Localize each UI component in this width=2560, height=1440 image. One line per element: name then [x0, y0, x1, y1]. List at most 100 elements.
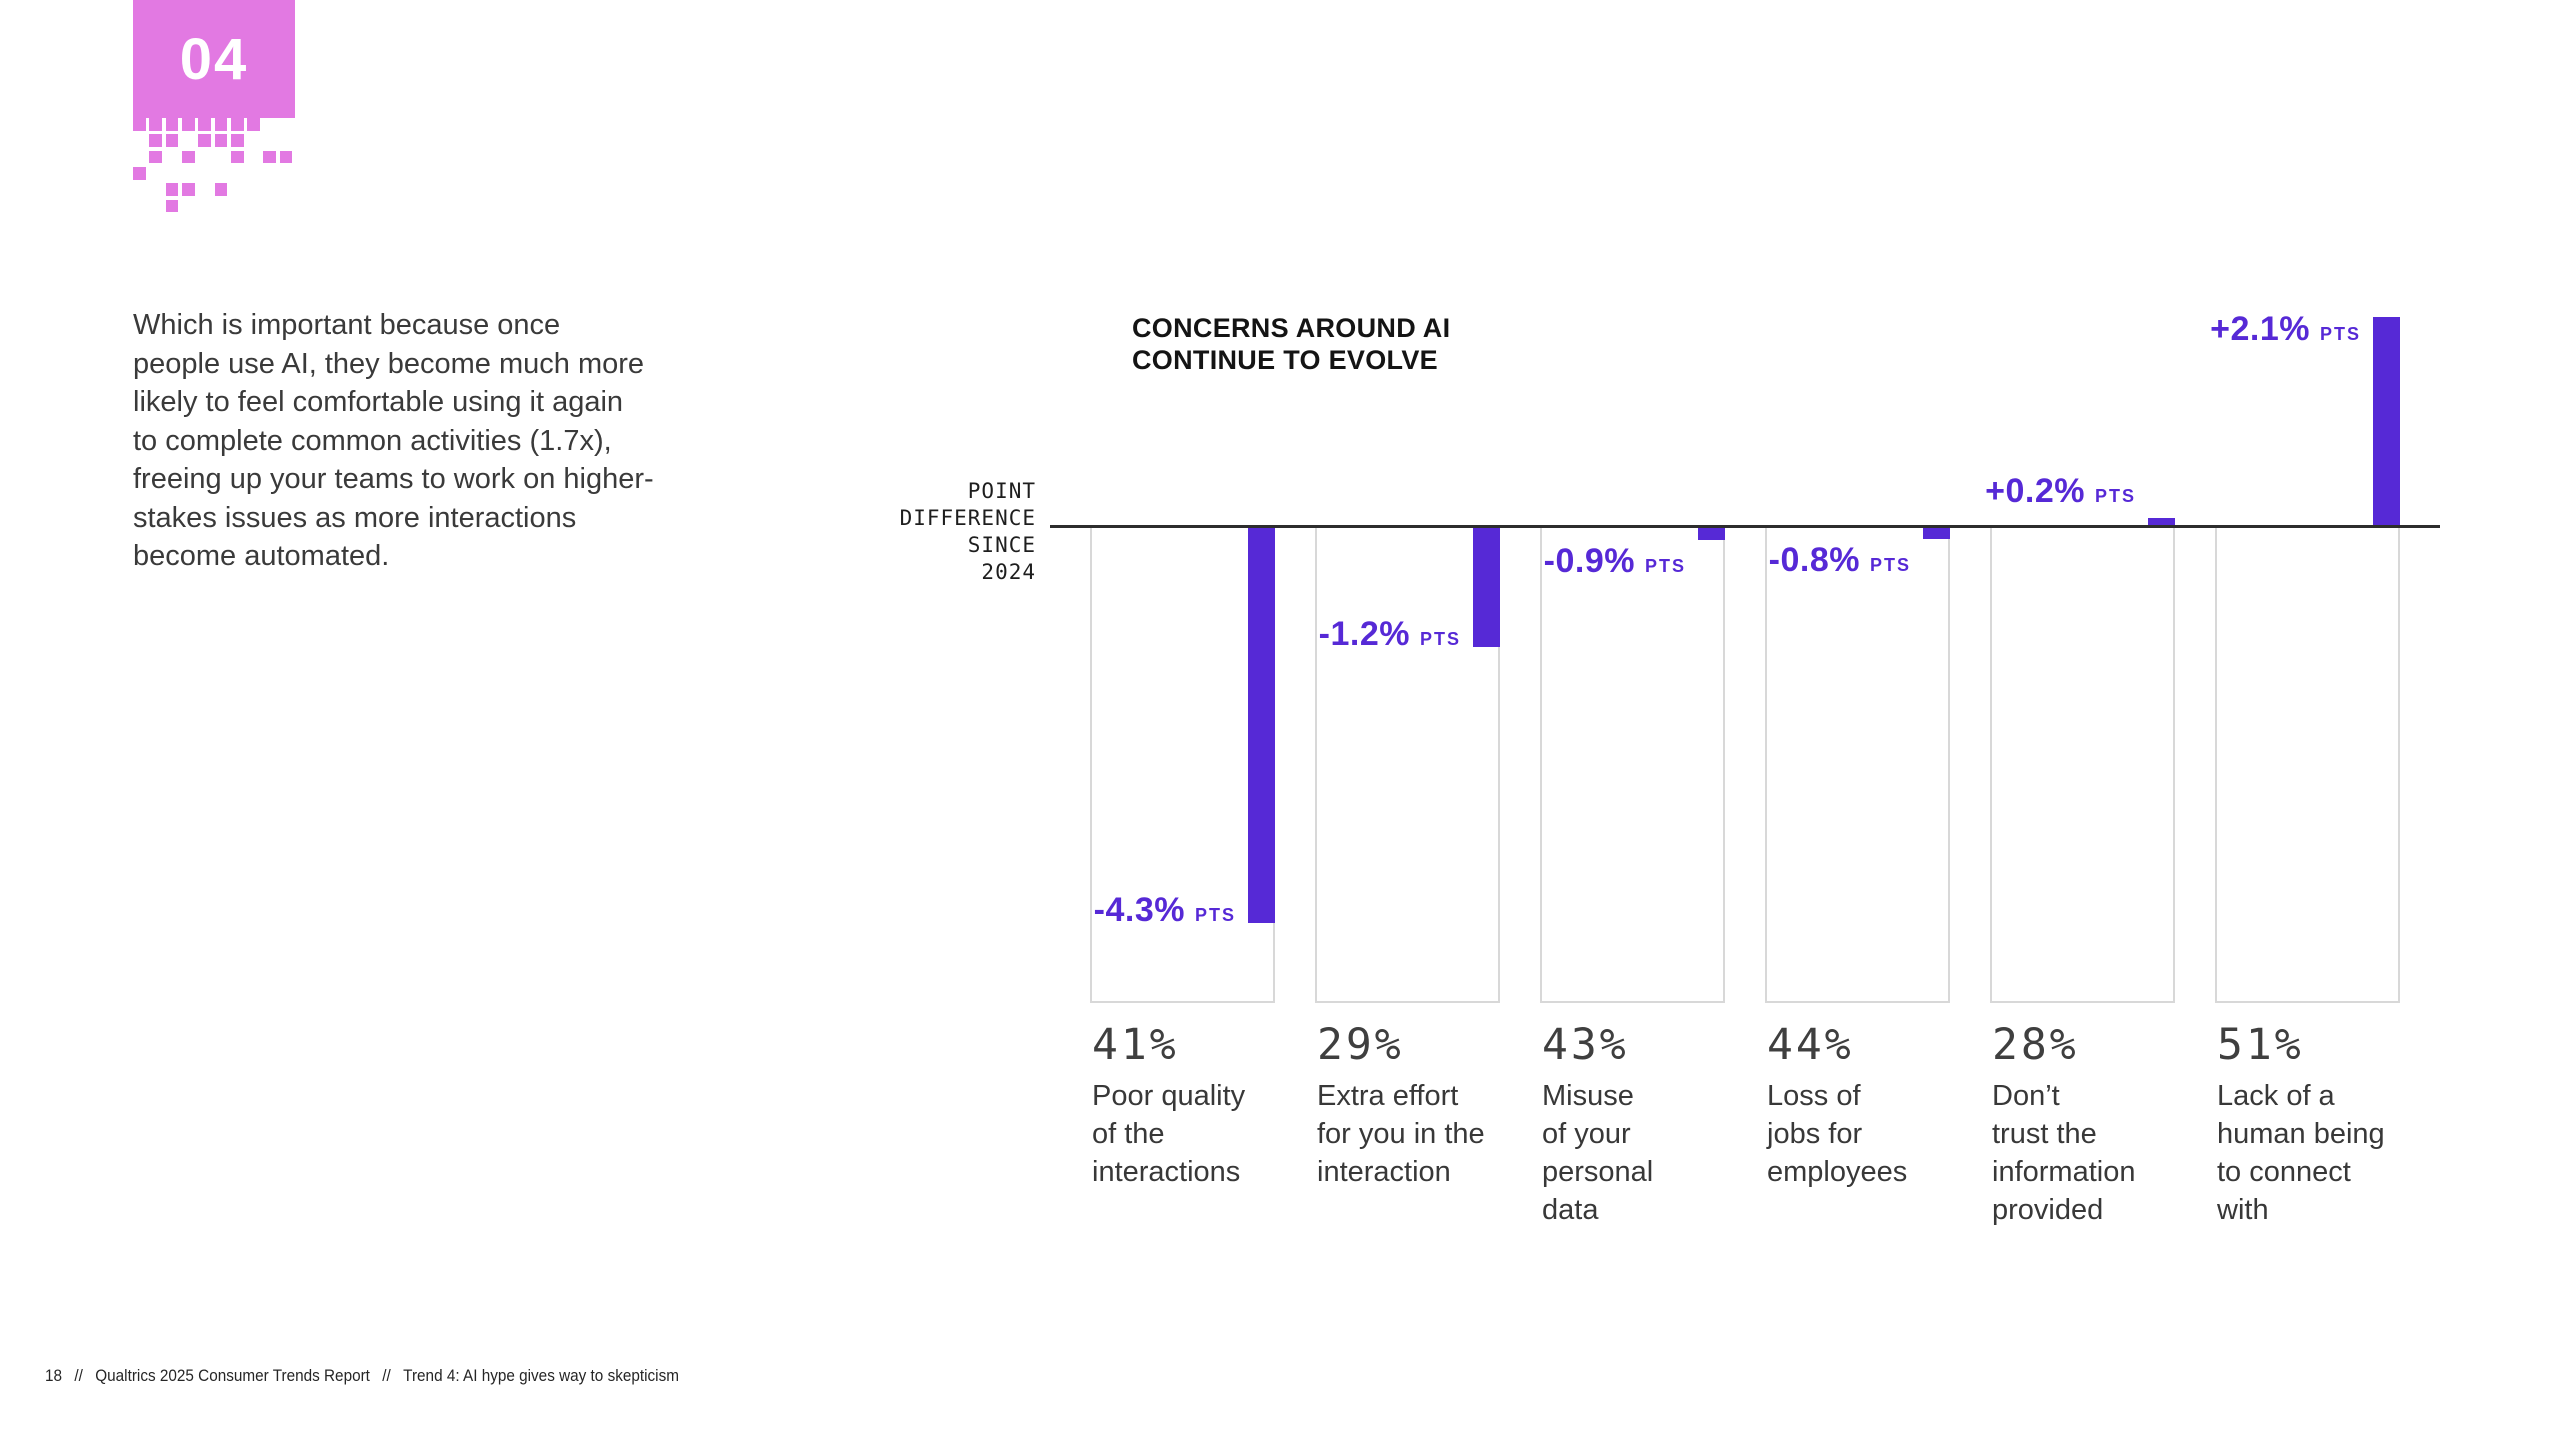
category-percent: 43%: [1542, 1020, 1629, 1070]
delta-bar: [1923, 528, 1950, 539]
delta-bar: [2148, 518, 2175, 525]
chart-title: CONCERNS AROUND AI CONTINUE TO EVOLVE: [1132, 312, 1450, 376]
column-box: [2215, 528, 2400, 1003]
pixel-square: [149, 118, 163, 131]
axis-label-line: POINT: [967, 479, 1036, 503]
delta-value-label: -1.2% PTS: [1319, 617, 1461, 651]
category-description-line: Misuse: [1542, 1080, 1634, 1112]
pixel-square: [214, 183, 228, 196]
category-description-line: information: [1992, 1156, 2136, 1188]
intro-paragraph: Which is important because once people us…: [133, 306, 654, 576]
category-description-line: interactions: [1092, 1156, 1241, 1188]
axis-label-line: DIFFERENCE: [899, 506, 1036, 530]
category-percent: 41%: [1092, 1020, 1179, 1070]
category-description-line: Don’t: [1992, 1080, 2060, 1112]
column-box: [1090, 528, 1275, 1003]
category-description-line: Poor quality: [1092, 1080, 1246, 1112]
delta-number: -1.2%: [1318, 615, 1410, 653]
pixel-square: [181, 118, 195, 131]
category-description-line: personal: [1542, 1156, 1654, 1188]
category-description-line: data: [1542, 1194, 1599, 1226]
delta-value-label: -0.9% PTS: [1544, 544, 1686, 578]
category-description: Loss of jobs for employees: [1767, 1077, 1907, 1191]
category-description-line: to connect: [2217, 1156, 2351, 1188]
page-footer: 18 // Qualtrics 2025 Consumer Trends Rep…: [45, 1366, 679, 1386]
pixel-square: [230, 118, 244, 131]
delta-value-label: +0.2% PTS: [1985, 474, 2136, 508]
delta-unit: PTS: [1869, 555, 1911, 575]
intro-text-line: become automated.: [133, 540, 390, 572]
category-description-line: for you in the: [1317, 1118, 1485, 1150]
category-description-line: Loss of: [1767, 1080, 1861, 1112]
intro-text-line: stakes issues as more interactions: [133, 501, 577, 534]
category-description-line: employees: [1767, 1156, 1908, 1188]
delta-bar: [2373, 317, 2400, 525]
pixel-square: [181, 150, 195, 164]
category-description-line: human being: [2217, 1118, 2385, 1150]
intro-text-line: to complete common activities (1.7x),: [133, 424, 612, 457]
pixel-square: [181, 183, 195, 196]
intro-text-line: Which is important because once: [133, 309, 561, 341]
pixel-square: [279, 150, 293, 164]
column-box: [1540, 528, 1725, 1003]
category-description-line: trust the: [1992, 1118, 2097, 1150]
chart-title-line: CONCERNS AROUND AI: [1132, 313, 1451, 343]
delta-value-label: -4.3% PTS: [1094, 893, 1236, 927]
pixel-dissolve-decoration: [133, 118, 303, 228]
pixel-square: [198, 118, 211, 131]
category-description: Extra effort for you in the interaction: [1317, 1077, 1485, 1191]
delta-unit: PTS: [1419, 629, 1461, 649]
delta-number: +0.2%: [1985, 472, 2085, 510]
axis-label-line: 2024: [981, 560, 1036, 584]
pixel-square: [214, 134, 228, 148]
delta-number: -0.8%: [1768, 541, 1860, 579]
delta-unit: PTS: [1644, 556, 1686, 576]
category-percent: 29%: [1317, 1020, 1404, 1070]
delta-number: -4.3%: [1093, 891, 1185, 929]
page-number: 18: [45, 1366, 63, 1385]
column-box: [1315, 528, 1500, 1003]
footer-separator: //: [382, 1366, 391, 1385]
delta-unit: PTS: [2319, 324, 2361, 344]
delta-bar: [1473, 528, 1500, 647]
y-axis-label: POINT DIFFERENCE SINCE 2024: [900, 478, 1036, 586]
column-box: [1765, 528, 1950, 1003]
pixel-square: [198, 134, 211, 148]
category-description-line: interaction: [1317, 1156, 1451, 1188]
pixel-square: [165, 118, 179, 131]
footer-trend-title: Trend 4: AI hype gives way to skepticism: [403, 1366, 679, 1385]
pixel-square: [230, 150, 244, 164]
intro-text-line: likely to feel comfortable using it agai…: [133, 386, 624, 418]
delta-bar: [1698, 528, 1725, 540]
category-percent: 44%: [1767, 1020, 1854, 1070]
footer-separator: //: [74, 1366, 83, 1385]
category-description-line: of the: [1092, 1118, 1165, 1150]
chapter-badge: 04: [133, 0, 295, 118]
delta-number: +2.1%: [2210, 310, 2310, 348]
category-description: Lack of a human being to connect with: [2217, 1077, 2385, 1229]
category-description-line: Extra effort: [1317, 1080, 1459, 1112]
column-box: [1990, 528, 2175, 1003]
category-description: Poor quality of the interactions: [1092, 1077, 1245, 1191]
pixel-square: [165, 199, 179, 213]
intro-text-line: people use AI, they become much more: [133, 347, 645, 380]
delta-unit: PTS: [2094, 486, 2136, 506]
pixel-square: [263, 150, 277, 164]
pixel-square: [165, 134, 179, 148]
chapter-number: 04: [179, 26, 249, 92]
pixel-square: [165, 183, 179, 196]
delta-value-label: +2.1% PTS: [2210, 312, 2361, 346]
category-description-line: Lack of a: [2217, 1080, 2335, 1112]
delta-value-label: -0.8% PTS: [1769, 543, 1911, 577]
delta-unit: PTS: [1194, 905, 1236, 925]
chart-title-line: CONTINUE TO EVOLVE: [1132, 345, 1438, 375]
delta-bar: [1248, 528, 1275, 923]
zero-baseline: [1050, 525, 2440, 528]
category-description: Don’t trust the information provided: [1992, 1077, 2135, 1229]
category-description-line: with: [2217, 1194, 2269, 1226]
pixel-square: [247, 118, 260, 131]
pixel-square: [230, 134, 244, 148]
pixel-square: [133, 118, 146, 131]
delta-number: -0.9%: [1543, 542, 1635, 580]
